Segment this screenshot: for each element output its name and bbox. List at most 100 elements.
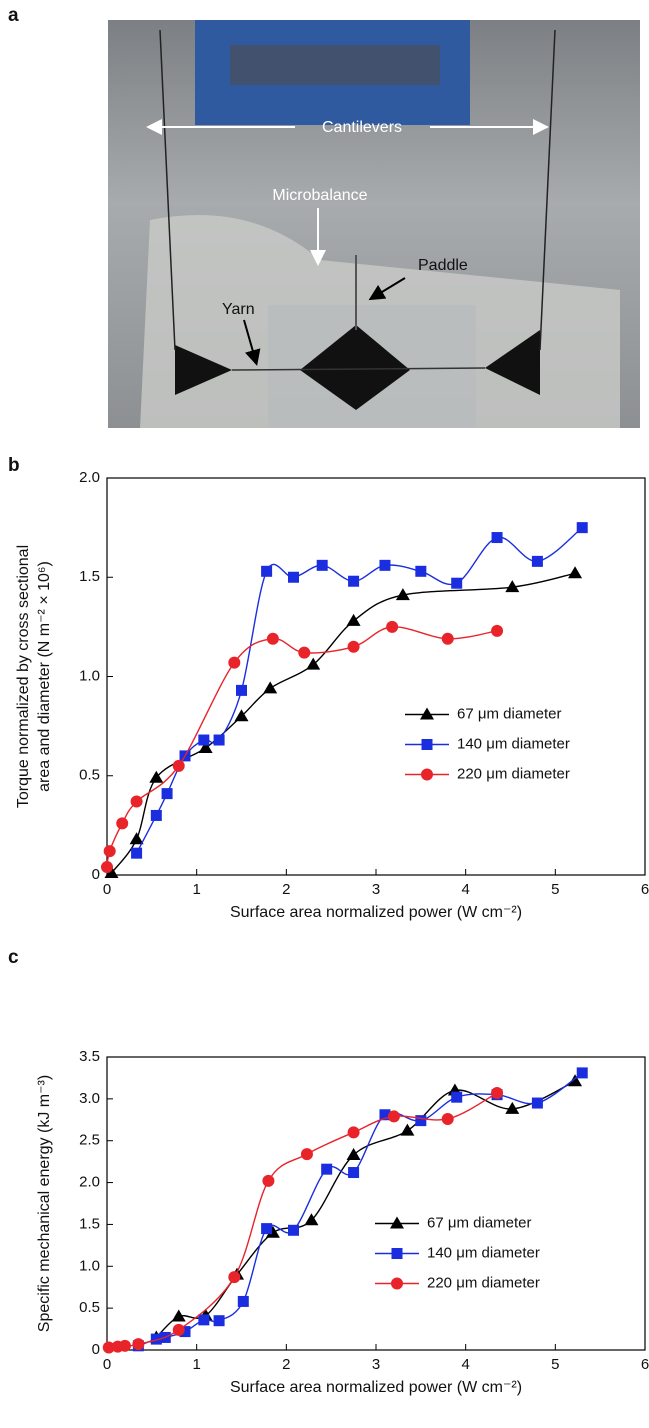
marker <box>237 1295 249 1307</box>
marker <box>179 1326 191 1338</box>
marker <box>172 1323 185 1336</box>
x-axis-label: Surface area normalized power (W cm⁻²) <box>230 904 522 921</box>
x-tick-label: 0 <box>103 881 111 898</box>
marker <box>415 565 427 577</box>
marker <box>213 734 225 746</box>
y-tick-label: 0.5 <box>79 1299 100 1316</box>
marker <box>228 1271 241 1284</box>
marker <box>198 1314 210 1326</box>
marker <box>576 522 588 534</box>
legend-marker <box>391 1248 403 1259</box>
marker <box>298 646 311 659</box>
marker <box>441 632 454 645</box>
y-axis-label: Torque normalized by cross sectional <box>15 545 32 808</box>
y-tick-label: 0.5 <box>79 767 100 784</box>
marker <box>288 1224 300 1236</box>
y-axis-label: area and diameter (N m⁻² × 10⁶) <box>36 561 53 792</box>
legend-marker <box>421 739 433 750</box>
x-tick-label: 6 <box>641 881 649 898</box>
marker <box>400 1123 415 1136</box>
x-tick-label: 1 <box>192 1356 200 1373</box>
marker <box>347 640 360 653</box>
marker <box>262 1174 275 1187</box>
marker <box>265 1225 280 1238</box>
photo-label: Yarn <box>222 301 255 318</box>
marker <box>149 770 164 783</box>
marker <box>576 1067 588 1079</box>
legend-label: 220 μm diameter <box>427 1274 540 1291</box>
y-tick-label: 2.5 <box>79 1132 100 1149</box>
marker <box>348 1167 360 1179</box>
legend-label: 140 μm diameter <box>427 1244 540 1261</box>
marker <box>129 832 144 845</box>
marker <box>150 809 162 821</box>
series-line <box>155 1080 576 1338</box>
marker <box>379 559 391 571</box>
y-tick-label: 2.0 <box>79 1174 100 1191</box>
marker <box>171 1309 186 1322</box>
marker <box>346 1147 361 1160</box>
x-axis-label: Surface area normalized power (W cm⁻²) <box>230 1379 522 1396</box>
marker <box>395 588 410 601</box>
marker <box>261 565 273 577</box>
marker <box>531 1097 543 1109</box>
marker <box>491 624 504 637</box>
marker <box>379 1109 391 1121</box>
marker <box>347 1126 360 1139</box>
y-tick-label: 1.0 <box>79 667 100 684</box>
marker <box>132 1338 145 1351</box>
marker <box>172 759 185 772</box>
legend-marker <box>420 707 434 720</box>
x-tick-label: 2 <box>282 881 290 898</box>
marker <box>103 845 116 858</box>
x-tick-label: 3 <box>372 1356 380 1373</box>
marker <box>306 657 321 670</box>
marker <box>261 1223 273 1235</box>
marker <box>101 861 113 874</box>
x-tick-label: 4 <box>461 881 469 898</box>
panel-label: a <box>8 5 19 26</box>
legend-marker <box>391 1277 403 1290</box>
marker <box>198 740 213 753</box>
marker <box>386 620 399 633</box>
photo-label: Paddle <box>418 257 468 274</box>
series-line <box>110 572 576 874</box>
y-tick-label: 1.0 <box>79 1257 100 1274</box>
marker <box>104 866 119 879</box>
x-tick-label: 1 <box>192 881 200 898</box>
marker <box>441 1112 454 1125</box>
x-tick-label: 5 <box>551 881 559 898</box>
legend-label: 140 μm diameter <box>457 735 570 752</box>
y-tick-label: 1.5 <box>79 568 100 585</box>
marker <box>130 795 143 808</box>
marker <box>198 734 210 746</box>
legend-marker <box>390 1216 404 1229</box>
plot-frame <box>106 1056 646 1351</box>
legend-label: 67 μm diameter <box>457 705 562 722</box>
marker <box>316 559 328 571</box>
y-tick-label: 2.0 <box>79 469 100 486</box>
marker <box>451 1091 463 1103</box>
marker <box>491 1086 504 1099</box>
photo-label: Microbalance <box>272 187 367 204</box>
marker <box>415 1115 427 1127</box>
marker <box>131 847 143 859</box>
x-tick-label: 6 <box>641 1356 649 1373</box>
marker <box>346 613 361 626</box>
panel-label: c <box>8 947 19 968</box>
x-tick-label: 3 <box>372 881 380 898</box>
x-tick-label: 4 <box>461 1356 469 1373</box>
marker <box>491 532 503 544</box>
panel-label: b <box>8 455 20 476</box>
series-line <box>106 626 498 868</box>
marker <box>505 1101 520 1114</box>
marker <box>531 555 543 567</box>
marker <box>236 684 247 696</box>
x-tick-label: 0 <box>103 1356 111 1373</box>
marker <box>150 1333 162 1345</box>
y-tick-label: 1.5 <box>79 1215 100 1232</box>
marker <box>304 1213 319 1226</box>
marker <box>451 577 463 589</box>
